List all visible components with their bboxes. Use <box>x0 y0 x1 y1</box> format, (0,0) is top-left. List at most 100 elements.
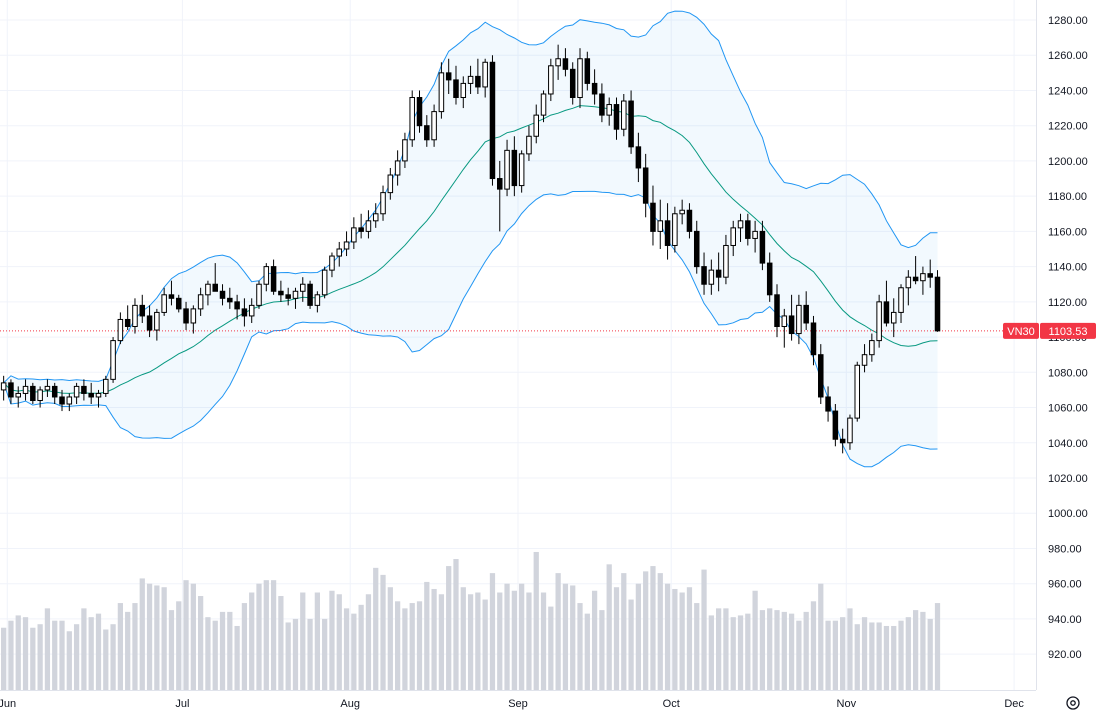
candle <box>248 298 255 323</box>
candle <box>241 298 248 327</box>
volume-bar <box>526 592 532 690</box>
candle-body <box>796 304 802 335</box>
candle-body <box>117 318 124 342</box>
candle-body <box>285 294 291 299</box>
volume-bar <box>934 603 941 690</box>
candle-body <box>256 283 262 306</box>
volume-bar <box>540 592 547 690</box>
candle-body <box>861 354 868 366</box>
volume-bar <box>380 574 386 690</box>
volume-bar <box>883 625 890 690</box>
symbol-label: VN30 <box>1007 326 1035 338</box>
candle <box>227 287 233 309</box>
volume-bar <box>847 608 853 690</box>
volume-bar <box>905 617 911 690</box>
candle <box>234 294 240 320</box>
candle <box>139 294 146 323</box>
volume-bar <box>796 620 802 690</box>
candle-body <box>175 297 182 310</box>
candle-body <box>292 290 299 299</box>
volume-bar <box>343 608 350 690</box>
candle <box>599 83 605 123</box>
candle <box>380 185 386 221</box>
volume-bar <box>650 566 656 690</box>
volume-bar <box>117 603 124 690</box>
candle-body <box>161 294 167 313</box>
candle-body <box>504 149 510 190</box>
volume-bar <box>861 617 868 690</box>
volume-bar <box>891 625 897 690</box>
candle-body <box>591 82 598 95</box>
candle-body <box>533 114 540 137</box>
candle <box>518 150 525 193</box>
volume-bar <box>15 615 21 690</box>
volume-bar <box>679 592 685 690</box>
candle-body <box>351 227 357 243</box>
candle <box>445 58 452 94</box>
candle-body <box>825 396 831 412</box>
volume-bar <box>810 601 817 690</box>
candle-body <box>365 220 372 232</box>
price-tick-label: 1040.00 <box>1048 438 1088 450</box>
candle-body <box>358 227 364 232</box>
time-axis[interactable]: Jun Jul Aug Sep Oct Nov Dec <box>0 690 1036 711</box>
candle <box>832 404 839 447</box>
volume-bar <box>431 588 437 690</box>
candle <box>796 294 802 345</box>
volume-bar <box>256 583 262 690</box>
candle-body <box>248 304 255 317</box>
candle <box>402 132 408 168</box>
volume-bar <box>562 583 569 690</box>
candle <box>715 252 722 292</box>
candle-body <box>555 58 561 67</box>
volume-bar <box>832 620 838 690</box>
candle-body <box>146 315 153 331</box>
candle <box>329 252 335 278</box>
volume-bar <box>475 592 481 690</box>
candle-body <box>715 269 722 278</box>
volume-bar <box>869 622 875 690</box>
candle-body <box>577 58 583 99</box>
candle-body <box>66 396 73 405</box>
candle-body <box>759 230 766 264</box>
candle-body <box>854 364 861 419</box>
candle-body <box>445 72 452 81</box>
volume-bar <box>52 620 58 690</box>
price-tick-label: 940.00 <box>1048 614 1082 626</box>
candle-body <box>416 97 423 127</box>
candle <box>424 115 430 147</box>
candle <box>321 266 328 299</box>
volume-bar <box>745 613 751 690</box>
volume-bar <box>314 592 320 690</box>
candle <box>548 58 554 102</box>
candle <box>22 379 29 401</box>
candle-body <box>103 378 109 394</box>
candle-body <box>110 340 116 380</box>
candle <box>263 263 270 292</box>
candle-body <box>124 318 131 328</box>
candle <box>854 361 861 422</box>
volume-bar <box>767 608 773 690</box>
price-axis[interactable]: 920.00 940.00 960.00 980.00 1000.00 1020.00 10… <box>1036 0 1088 690</box>
candle-body <box>635 146 642 169</box>
bollinger-band-fill <box>3 11 938 467</box>
settings-icon[interactable] <box>1066 696 1080 710</box>
candle-body <box>650 202 656 232</box>
volume-bar <box>818 583 824 690</box>
candle <box>912 256 919 285</box>
candle-body <box>81 385 87 394</box>
price-tick-label: 1020.00 <box>1048 473 1088 485</box>
price-tick-label: 980.00 <box>1048 543 1082 555</box>
candle-body <box>730 227 736 246</box>
candle <box>219 284 226 306</box>
candle-body <box>883 301 890 324</box>
candle-body <box>628 100 634 148</box>
candle-body <box>219 290 226 299</box>
volume-bar <box>205 617 211 690</box>
candle <box>613 97 620 140</box>
price-tick-label: 1080.00 <box>1048 367 1088 379</box>
candle-body <box>657 220 664 232</box>
candle <box>869 333 875 362</box>
candle <box>438 62 445 119</box>
